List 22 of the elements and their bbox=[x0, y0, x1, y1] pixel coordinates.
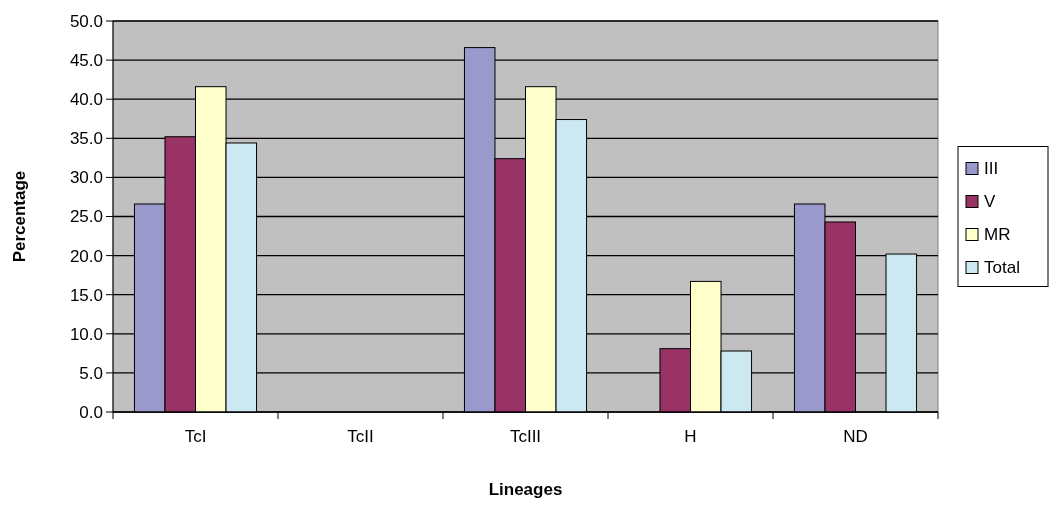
y-tick-label: 15.0 bbox=[69, 285, 103, 305]
x-tick-label: H bbox=[684, 427, 697, 446]
y-tick-label: 30.0 bbox=[69, 168, 103, 188]
x-tick-label: ND bbox=[843, 427, 868, 446]
y-tick-label: 35.0 bbox=[69, 129, 103, 149]
legend-label: Total bbox=[984, 258, 1020, 278]
x-tick-label: TcII bbox=[347, 427, 374, 446]
y-axis-title: Percentage bbox=[10, 170, 29, 263]
x-tick-label: TcIII bbox=[509, 427, 542, 446]
y-tick-label: 10.0 bbox=[69, 324, 103, 344]
legend-label: V bbox=[984, 192, 996, 212]
x-tick-label: TcI bbox=[184, 427, 207, 446]
x-axis-title: Lineages bbox=[488, 480, 563, 499]
y-tick-label: 45.0 bbox=[69, 51, 103, 71]
y-tick-label: 5.0 bbox=[79, 363, 103, 383]
y-tick-label: 40.0 bbox=[69, 90, 103, 110]
y-tick-label: 20.0 bbox=[69, 246, 103, 266]
y-tick-label: 50.0 bbox=[69, 11, 103, 31]
y-tick-label: 25.0 bbox=[69, 207, 103, 227]
legend-label: III bbox=[984, 159, 999, 179]
y-tick-label: 0.0 bbox=[79, 402, 103, 422]
legend-label: MR bbox=[984, 225, 1011, 245]
